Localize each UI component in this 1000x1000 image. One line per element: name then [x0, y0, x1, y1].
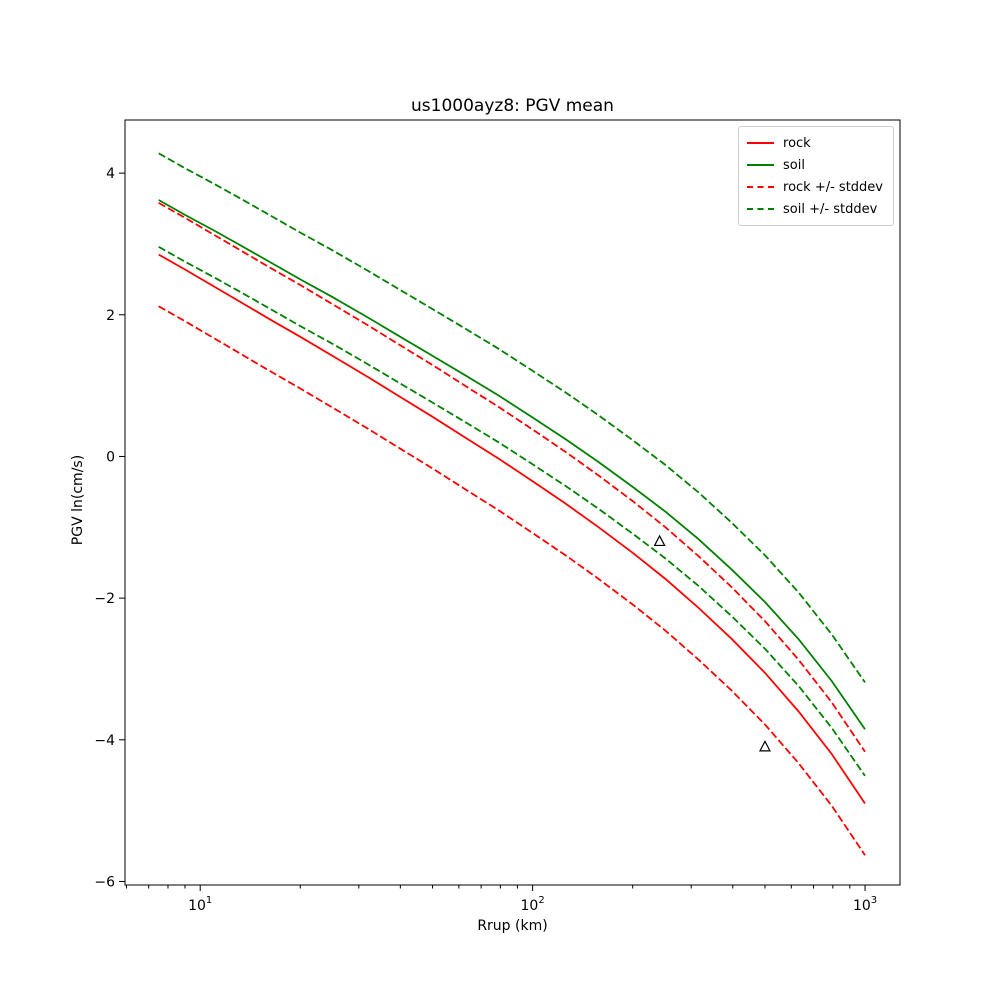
x-axis-label: Rrup (km)	[477, 918, 548, 934]
y-axis-label: PGV ln(cm/s)	[70, 454, 86, 546]
legend-line-swatch	[747, 164, 775, 166]
series-rock-line	[158, 253, 866, 805]
y-tick-label: −2	[94, 591, 115, 607]
legend-line-swatch	[747, 142, 775, 144]
x-tick-label: 102	[521, 895, 545, 914]
legend-label: soil +/- stddev	[783, 201, 878, 217]
series-soil-line	[158, 199, 866, 730]
y-tick-label: −4	[94, 733, 115, 749]
legend-item: rock +/- stddev	[747, 176, 883, 198]
legend-line-swatch	[747, 186, 775, 188]
series-soil-stddev-lower-line	[158, 246, 866, 777]
series-rock-stddev-lower-line	[158, 305, 866, 856]
legend-item: soil +/- stddev	[747, 198, 883, 220]
legend-label: rock +/- stddev	[783, 179, 883, 195]
chart-title: us1000ayz8: PGV mean	[411, 96, 614, 116]
y-tick-label: 4	[106, 166, 115, 182]
legend-label: rock	[783, 135, 811, 151]
y-tick-label: −6	[94, 874, 115, 890]
x-tick-label: 101	[188, 895, 212, 914]
x-tick-label: 103	[853, 895, 877, 914]
plot-border	[124, 119, 901, 886]
legend-item: rock	[747, 132, 883, 154]
series-soil-stddev-upper-line	[158, 152, 866, 683]
legend-line-swatch	[747, 208, 775, 210]
observation-triangle-marker	[758, 740, 771, 752]
legend: rock soil rock +/- stddev soil +/- stddev	[738, 126, 894, 226]
legend-item: soil	[747, 154, 883, 176]
y-tick-label: 2	[106, 308, 115, 324]
y-tick-label: 0	[106, 449, 115, 465]
observation-triangle-marker	[653, 534, 666, 547]
series-rock-stddev-upper-line	[158, 202, 866, 753]
legend-label: soil	[783, 157, 805, 173]
